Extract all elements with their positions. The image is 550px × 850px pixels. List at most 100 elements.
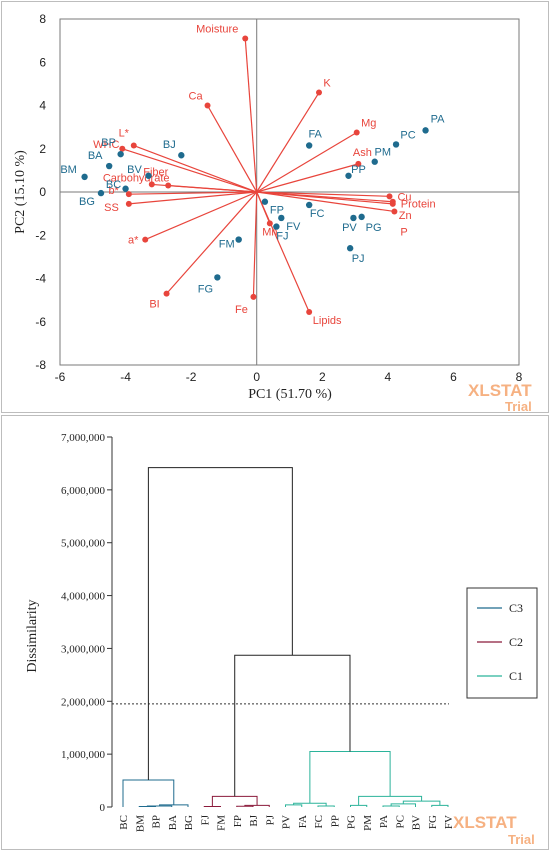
leaf-label: PC [394,815,406,828]
leaf-label: PA [378,815,390,828]
biplot-chart: MoistureKCaMgAshWHCL*FiberCarbohydrateb*… [13,12,532,414]
observation-label: PJ [352,253,365,265]
y-tick-label: -2 [35,228,46,242]
leaf-label: BP [151,815,163,828]
c1-link [285,804,303,807]
watermark-trial-text: Trial [508,832,535,847]
biplot-y-axis-title: PC2 (15.10 %) [13,150,28,234]
y-tick-label: 3,000,000 [61,643,106,655]
observation-label: PP [351,164,366,176]
variable-vector [256,163,359,193]
dendrogram-y-axis-title: Dissimilarity [25,599,40,672]
variable-point [250,293,257,300]
variable-vector [256,191,390,197]
dendrogram-chart: 0 1,000,000 2,000,000 3,000,000 4,000,000 5,0… [25,432,538,847]
leaf-label: PM [362,815,374,831]
y-tick-label: 6 [39,55,46,69]
biplot-frame [59,18,520,366]
observation-label: BJ [163,139,176,151]
variable-label: Lipids [313,315,342,327]
observation-label: BA [88,150,103,162]
observation-label: BG [79,196,95,208]
variable-point [353,129,360,136]
observation-label: FA [308,129,322,141]
c1-link [431,804,449,807]
variable-label: BI [149,299,159,311]
y-tick-label: -4 [35,272,46,286]
observation-point [97,189,105,197]
c1-cluster-link [309,751,391,804]
x-tick-label: -4 [120,370,131,384]
observation-point [122,185,129,192]
variable-point [306,309,313,316]
root-link [147,467,293,781]
observation-label: BP [101,137,116,149]
y-tick-label: 2 [39,142,46,156]
variable-point [119,145,126,152]
variable-label: Moisture [196,23,238,35]
observation-point [422,127,429,134]
variable-vector [122,148,257,193]
variable-point [125,200,132,207]
leaf-label: BA [167,815,179,830]
y-tick-label: 2,000,000 [61,696,106,708]
y-tick-label: 4 [39,99,46,113]
c3-link [159,804,189,807]
observation-point [392,141,400,148]
leaf-label: PP [329,815,341,827]
variable-label: L* [119,128,130,140]
x-tick-label: 2 [319,370,326,384]
legend-label: C1 [509,669,523,683]
variable-label: Mn [262,226,277,238]
dendrogram-panel: 0 1,000,000 2,000,000 3,000,000 4,000,000 5,0… [1,415,549,850]
y-tick-label: 5,000,000 [61,538,106,550]
x-tick-label: 0 [253,370,260,384]
observation-point [350,214,357,222]
c3-link [146,805,173,807]
variable-vector [145,191,257,241]
observation-point [305,201,313,209]
x-tick-label: -2 [186,370,197,384]
biplot-ticks: -6 -4 -2 0 2 4 6 8 8 6 4 2 0 -2 -4 -6 -8 [35,12,522,384]
observation-point [81,173,88,181]
variable-vector [256,191,271,224]
legend-label: C3 [509,601,523,615]
variable-point [130,142,137,149]
c1-link [350,804,368,807]
variable-vector [256,191,395,213]
variable-vector [128,191,257,205]
variable-label: Ca [189,91,204,103]
observation-label: PC [400,129,415,141]
legend-box [466,587,538,699]
upper-link [234,654,351,797]
y-tick-label: 4,000,000 [61,591,106,603]
y-tick-label: 0 [100,802,106,814]
variable-vector [128,191,257,195]
variable-point [386,193,393,200]
c1-link [382,805,400,807]
c1-link [402,800,441,806]
observation-label: FM [219,239,235,251]
observation-label: PA [431,113,446,125]
variable-label: Zn [399,210,412,222]
dendrogram-legend: C3 C2 C1 [466,587,538,699]
y-tick-label: 8 [39,12,46,26]
variable-point [316,89,323,96]
variable-label: b* [108,185,119,197]
variable-point [266,220,273,227]
variable-vector [133,144,257,193]
observation-label: FG [198,283,213,295]
leaf-label: PV [281,815,293,829]
observation-point [117,150,124,158]
variable-label: Ash [353,147,372,159]
observation-label: BV [127,164,142,176]
x-tick-label: 4 [385,370,392,384]
observation-label: BM [60,164,77,176]
variable-label: a* [128,235,139,247]
leaf-label: FM [216,815,228,831]
variable-vector [166,191,258,295]
variable-vector [256,191,393,205]
dendrogram-leaf-labels: BC BM BP BA BG FJ FM FP BJ PJ PV FA FC PP PG PM PA PC BV FG… [118,814,455,832]
observation-point [358,213,365,221]
